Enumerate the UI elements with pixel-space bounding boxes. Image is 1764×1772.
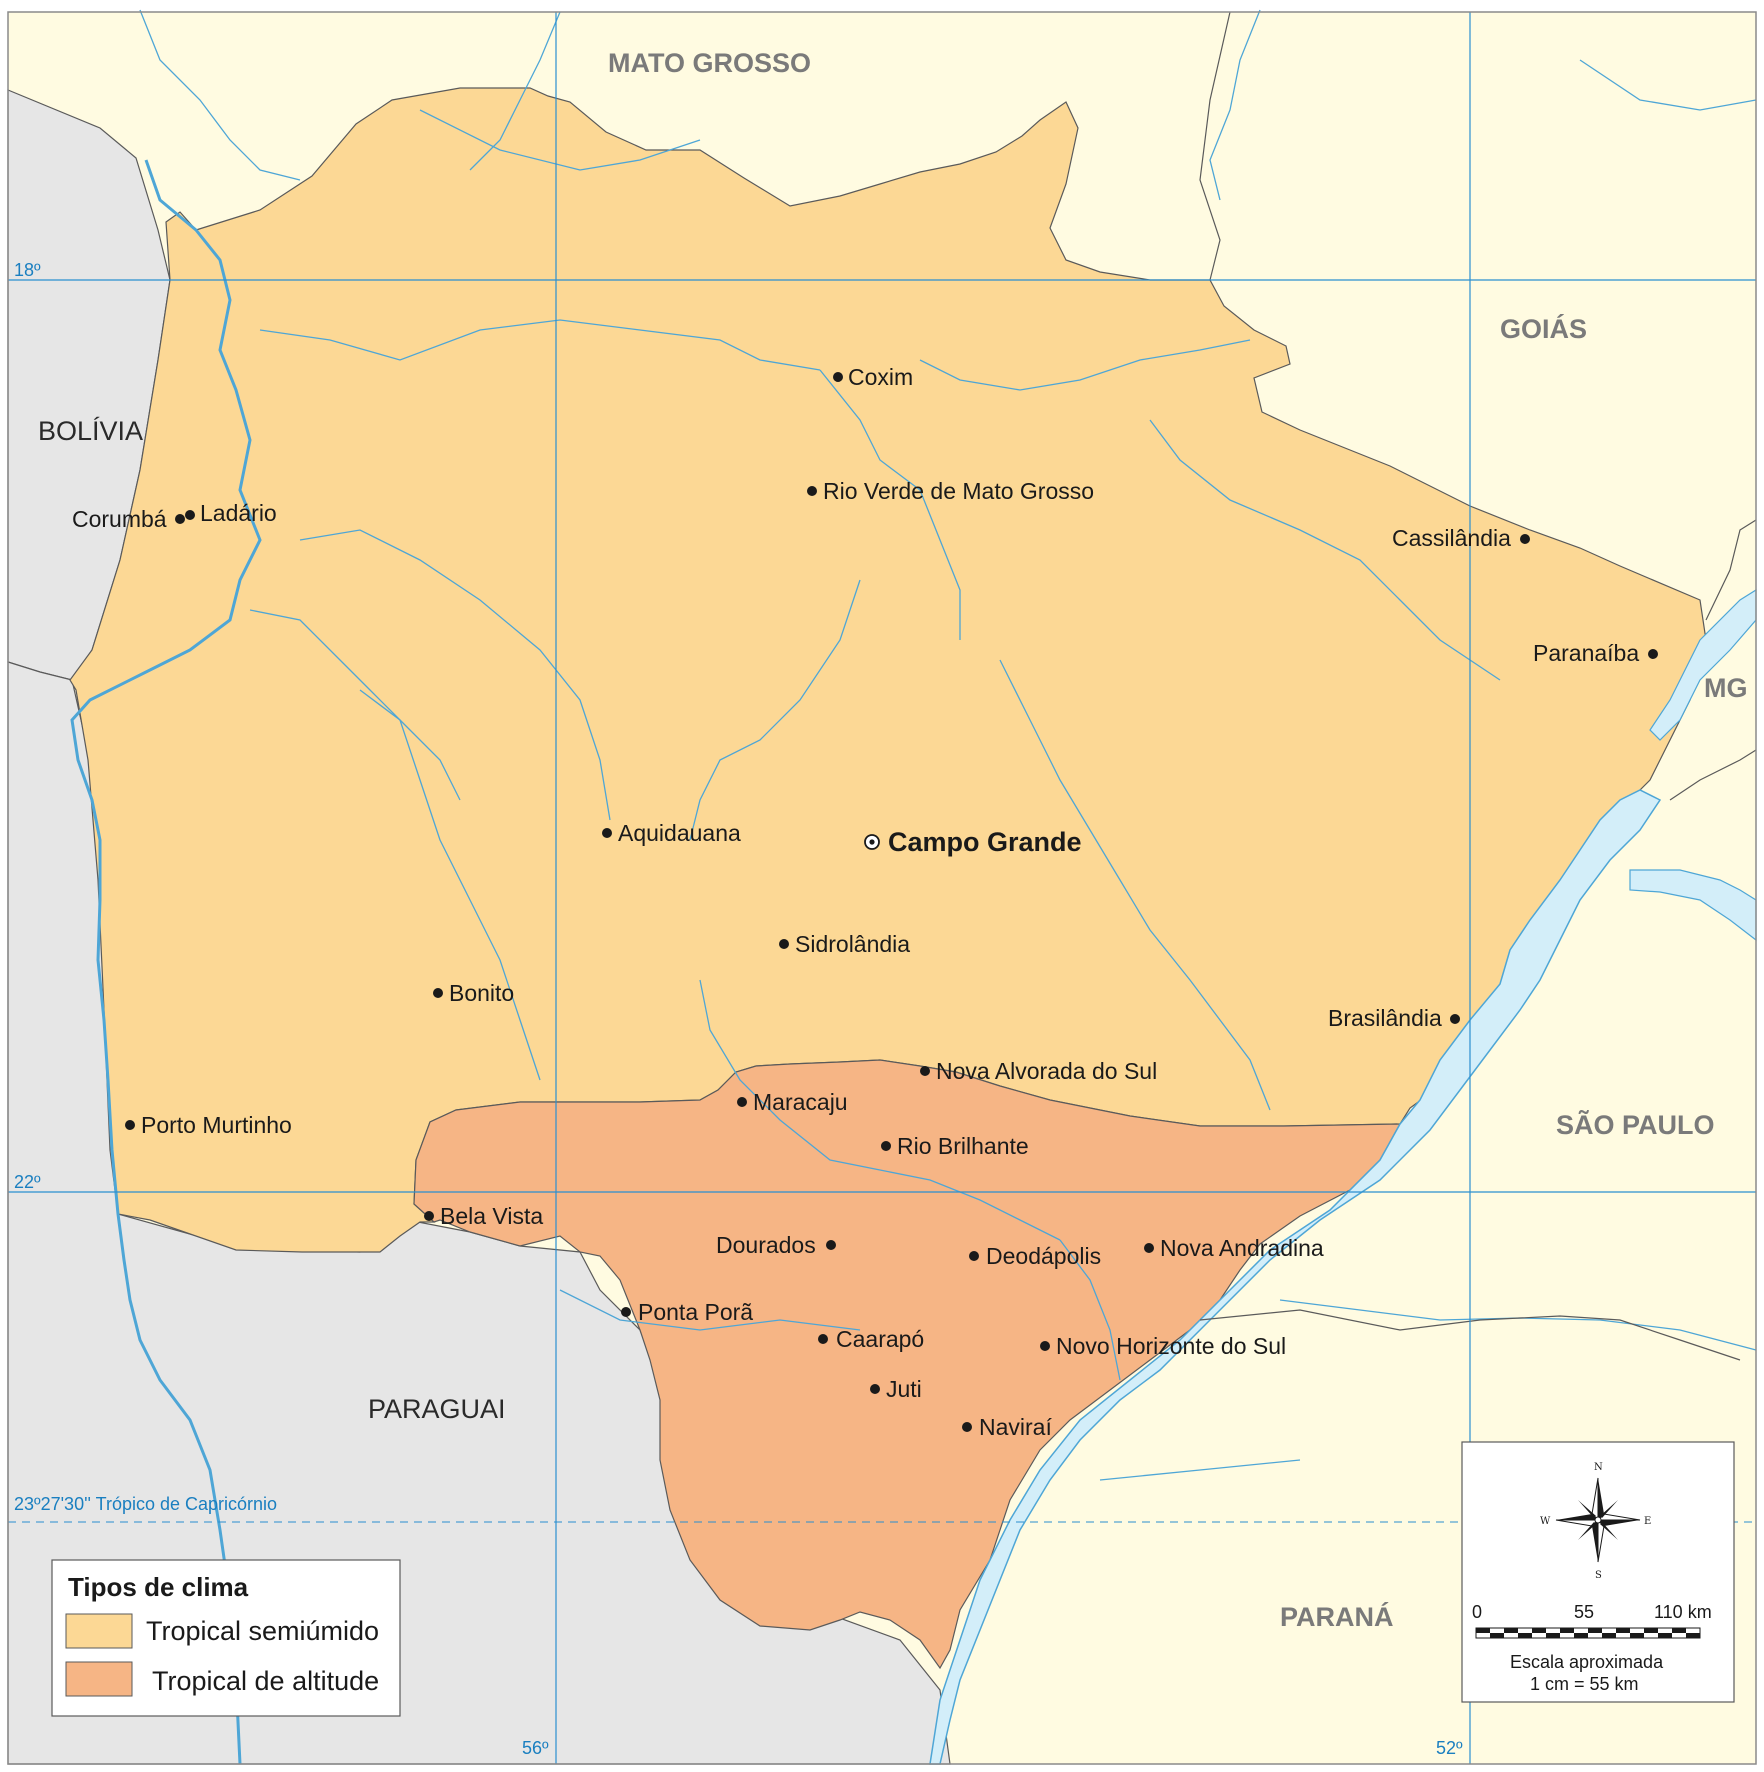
scale-tick-0: 0 — [1472, 1602, 1482, 1622]
label-ladario: Ladário — [200, 500, 277, 526]
label-juti: Juti — [886, 1376, 922, 1402]
lon-52-label: 52º — [1436, 1738, 1463, 1758]
scale-bar-segment — [1504, 1628, 1518, 1633]
scale-box: N S E W 0 55 110 km Escala aproximada 1 … — [1461, 1441, 1735, 1703]
label-coxim: Coxim — [848, 364, 913, 390]
scale-tick-55: 55 — [1574, 1602, 1594, 1622]
scale-bar-segment — [1546, 1628, 1560, 1633]
label-dourados: Dourados — [716, 1232, 816, 1258]
scale-bar-segment — [1490, 1628, 1504, 1633]
label-ponta-pora: Ponta Porã — [638, 1299, 753, 1325]
scale-bar-segment — [1630, 1633, 1644, 1638]
label-bela-vista: Bela Vista — [440, 1203, 543, 1229]
scale-bar-segment — [1574, 1633, 1588, 1638]
scale-bar-segment — [1658, 1633, 1672, 1638]
scale-bar-segment — [1658, 1628, 1672, 1633]
scale-bar-segment — [1686, 1628, 1700, 1633]
label-nova-andradina: Nova Andradina — [1160, 1235, 1324, 1261]
label-caarapo: Caarapó — [836, 1326, 924, 1352]
scale-bar-segment — [1532, 1628, 1546, 1633]
scale-bar-segment — [1532, 1633, 1546, 1638]
parana-river — [929, 789, 1662, 1765]
label-deodapolis: Deodápolis — [986, 1243, 1101, 1269]
legend-label-semiumido: Tropical semiúmido — [146, 1616, 379, 1646]
scale-bar-segment — [1644, 1633, 1658, 1638]
scale-bar-segment — [1588, 1628, 1602, 1633]
compass-rose-icon — [1555, 1477, 1641, 1563]
legend-label-altitude: Tropical de altitude — [152, 1666, 379, 1696]
scale-bar-segment — [1602, 1628, 1616, 1633]
compass-w: W — [1540, 1516, 1551, 1527]
scale-bar-segment — [1518, 1628, 1532, 1633]
scale-bar-segment — [1476, 1628, 1490, 1633]
label-parana: PARANÁ — [1280, 1601, 1394, 1632]
label-rio-verde: Rio Verde de Mato Grosso — [823, 478, 1094, 504]
legend-swatch-altitude — [65, 1661, 133, 1697]
label-campo-grande: Campo Grande — [888, 827, 1082, 857]
scale-bar-segment — [1546, 1633, 1560, 1638]
label-novo-horizonte: Novo Horizonte do Sul — [1056, 1333, 1286, 1359]
capital-marker — [864, 834, 880, 850]
scale-bar-segment — [1616, 1633, 1630, 1638]
label-sao-paulo: SÃO PAULO — [1556, 1109, 1715, 1140]
label-paraguai: PARAGUAI — [368, 1394, 506, 1424]
label-nova-alvorada: Nova Alvorada do Sul — [936, 1058, 1157, 1084]
scale-bar-segment — [1560, 1628, 1574, 1633]
scale-bar-segment — [1560, 1633, 1574, 1638]
legend-title: Tipos de clima — [68, 1572, 249, 1602]
reservoir-northeast — [1649, 588, 1757, 741]
lat-18-label: 18º — [14, 260, 41, 280]
label-maracaju: Maracaju — [753, 1089, 848, 1115]
scale-bar-segment — [1476, 1633, 1490, 1638]
label-sidrolandia: Sidrolândia — [795, 931, 910, 957]
paraguai-river — [70, 159, 262, 1765]
scale-caption-2: 1 cm = 55 km — [1530, 1674, 1639, 1694]
scale-bar-segment — [1616, 1628, 1630, 1633]
lat-22-label: 22º — [14, 1172, 41, 1192]
lon-56-label: 56º — [522, 1738, 549, 1758]
scale-bar-segment — [1630, 1628, 1644, 1633]
city-dots — [125, 372, 1658, 1432]
label-cassilandia: Cassilândia — [1392, 525, 1511, 551]
label-bolivia: BOLÍVIA — [38, 416, 143, 446]
label-goias: GOIÁS — [1500, 313, 1587, 344]
scale-bar-outline — [1475, 1627, 1701, 1639]
label-mg: MG — [1704, 673, 1748, 703]
scale-bar-segment — [1490, 1633, 1504, 1638]
compass-n: N — [1594, 1462, 1603, 1473]
label-aquidauana: Aquidauana — [618, 820, 741, 846]
legend: Tipos de clima Tropical semiúmido Tropic… — [51, 1559, 401, 1717]
scale-bar-segment — [1672, 1628, 1686, 1633]
label-brasilandia: Brasilândia — [1328, 1005, 1442, 1031]
tropic-label: 23º27'30'' Trópico de Capricórnio — [14, 1494, 277, 1514]
scale-bar-segment — [1644, 1628, 1658, 1633]
region-tropical-de-altitude — [413, 1059, 1402, 1670]
scale-bar-segment — [1504, 1633, 1518, 1638]
scale-caption-1: Escala aproximada — [1510, 1652, 1664, 1672]
scale-bar-segment — [1518, 1633, 1532, 1638]
label-rio-brilhante: Rio Brilhante — [897, 1133, 1029, 1159]
scale-bar-segment — [1574, 1628, 1588, 1633]
compass-s: S — [1595, 1570, 1602, 1581]
label-corumba: Corumbá — [72, 506, 167, 532]
scale-bar — [1475, 1627, 1701, 1639]
label-mato-grosso: MATO GROSSO — [608, 48, 811, 78]
state-borders — [1199, 11, 1757, 1361]
label-paranaiba: Paranaíba — [1533, 640, 1639, 666]
scale-bar-segment — [1672, 1633, 1686, 1638]
scale-bar-segment — [1602, 1633, 1616, 1638]
scale-bar-segment — [1686, 1633, 1700, 1638]
legend-swatch-semiumido — [65, 1613, 133, 1649]
label-porto-murtinho: Porto Murtinho — [141, 1112, 292, 1138]
scale-bar-segment — [1588, 1633, 1602, 1638]
scale-tick-110: 110 km — [1654, 1602, 1712, 1622]
compass-e: E — [1644, 1516, 1651, 1527]
label-bonito: Bonito — [449, 980, 514, 1006]
label-navirai: Naviraí — [979, 1414, 1052, 1440]
map-frame — [7, 11, 1757, 1765]
